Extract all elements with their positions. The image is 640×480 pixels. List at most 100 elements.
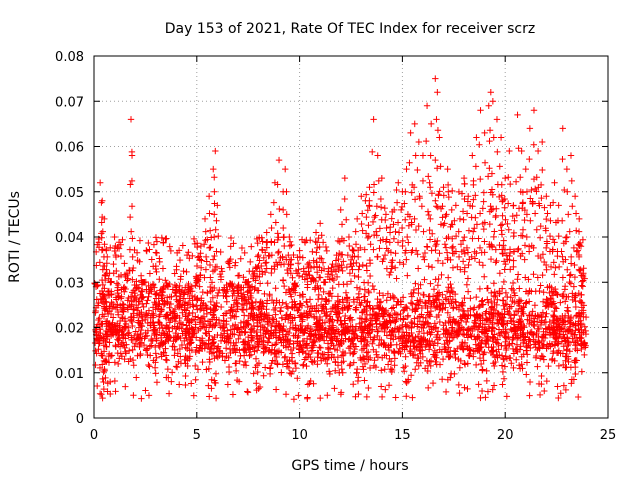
- data-point: [215, 232, 222, 240]
- data-point: [533, 318, 541, 326]
- data-point: [253, 347, 261, 354]
- data-point: [332, 367, 339, 374]
- data-point: [165, 324, 172, 331]
- data-point: [255, 251, 262, 259]
- data-point: [122, 323, 130, 330]
- data-point: [541, 334, 549, 342]
- data-point: [381, 251, 389, 259]
- data-point: [511, 217, 518, 224]
- data-point: [317, 284, 324, 292]
- data-point: [101, 215, 108, 223]
- data-point: [507, 303, 515, 310]
- data-point: [283, 363, 291, 370]
- data-point: [138, 335, 146, 342]
- data-point: [432, 75, 439, 82]
- data-point: [531, 210, 539, 217]
- data-point: [517, 252, 524, 260]
- data-point: [575, 325, 582, 333]
- data-point: [144, 297, 151, 304]
- data-point: [238, 300, 246, 308]
- data-point: [551, 239, 558, 246]
- data-point: [258, 246, 266, 253]
- data-point: [378, 174, 386, 182]
- data-point: [550, 326, 558, 333]
- data-point: [176, 282, 183, 290]
- data-point: [452, 354, 459, 362]
- data-point: [369, 336, 377, 344]
- data-point: [374, 152, 381, 159]
- data-point: [258, 313, 265, 320]
- data-point: [342, 312, 349, 320]
- data-point: [491, 228, 498, 235]
- x-axis-ticks: 0 5 10 15 20 25: [90, 56, 616, 443]
- data-point: [191, 293, 199, 301]
- data-point: [491, 288, 498, 296]
- data-point: [510, 364, 517, 372]
- data-point: [307, 237, 314, 244]
- data-point: [369, 282, 376, 290]
- data-point: [434, 290, 441, 297]
- data-point: [575, 228, 583, 235]
- data-point: [543, 310, 550, 317]
- data-point: [455, 355, 462, 363]
- data-point: [266, 370, 274, 378]
- data-point: [185, 329, 192, 337]
- data-point: [387, 358, 395, 365]
- data-point: [160, 349, 168, 356]
- data-point: [264, 280, 271, 287]
- data-point: [511, 289, 518, 297]
- data-point: [159, 288, 166, 295]
- data-point: [274, 181, 281, 188]
- data-point: [558, 217, 566, 224]
- data-point: [400, 364, 407, 371]
- data-point: [96, 259, 104, 266]
- data-point: [241, 329, 248, 336]
- data-point: [152, 290, 159, 298]
- data-point: [263, 259, 270, 266]
- data-point: [256, 280, 264, 287]
- data-point: [402, 216, 409, 224]
- data-point: [244, 388, 251, 395]
- data-point: [457, 313, 464, 320]
- data-point: [482, 340, 489, 347]
- data-point: [389, 327, 396, 334]
- data-point: [202, 228, 209, 235]
- data-point: [533, 188, 540, 195]
- data-point: [183, 335, 190, 342]
- data-point: [513, 356, 520, 364]
- data-point: [440, 222, 447, 229]
- data-point: [211, 188, 218, 195]
- data-point: [387, 319, 394, 327]
- data-point: [142, 346, 150, 353]
- data-point: [286, 341, 293, 348]
- data-point: [365, 384, 372, 392]
- data-point: [443, 348, 451, 356]
- data-point: [100, 385, 108, 393]
- data-point: [559, 155, 566, 163]
- data-point: [550, 288, 557, 295]
- data-point: [428, 263, 436, 271]
- data-point: [535, 333, 542, 341]
- data-point: [227, 307, 234, 314]
- data-point: [426, 236, 434, 243]
- data-point: [396, 259, 403, 266]
- data-point: [276, 205, 283, 213]
- data-point: [562, 256, 569, 263]
- data-point: [216, 270, 224, 278]
- data-point: [296, 300, 304, 307]
- data-point: [229, 283, 236, 290]
- data-point: [280, 224, 287, 232]
- data-point: [296, 253, 304, 261]
- data-point: [490, 233, 497, 241]
- data-point: [515, 245, 522, 252]
- data-point: [247, 329, 254, 336]
- data-point: [211, 211, 218, 218]
- data-point: [520, 329, 527, 336]
- data-point: [119, 236, 126, 243]
- x-tick-label: 5: [193, 428, 201, 443]
- data-point: [551, 357, 558, 365]
- data-point: [503, 252, 510, 259]
- data-point: [99, 394, 106, 402]
- data-point: [373, 315, 381, 322]
- data-point: [416, 347, 423, 355]
